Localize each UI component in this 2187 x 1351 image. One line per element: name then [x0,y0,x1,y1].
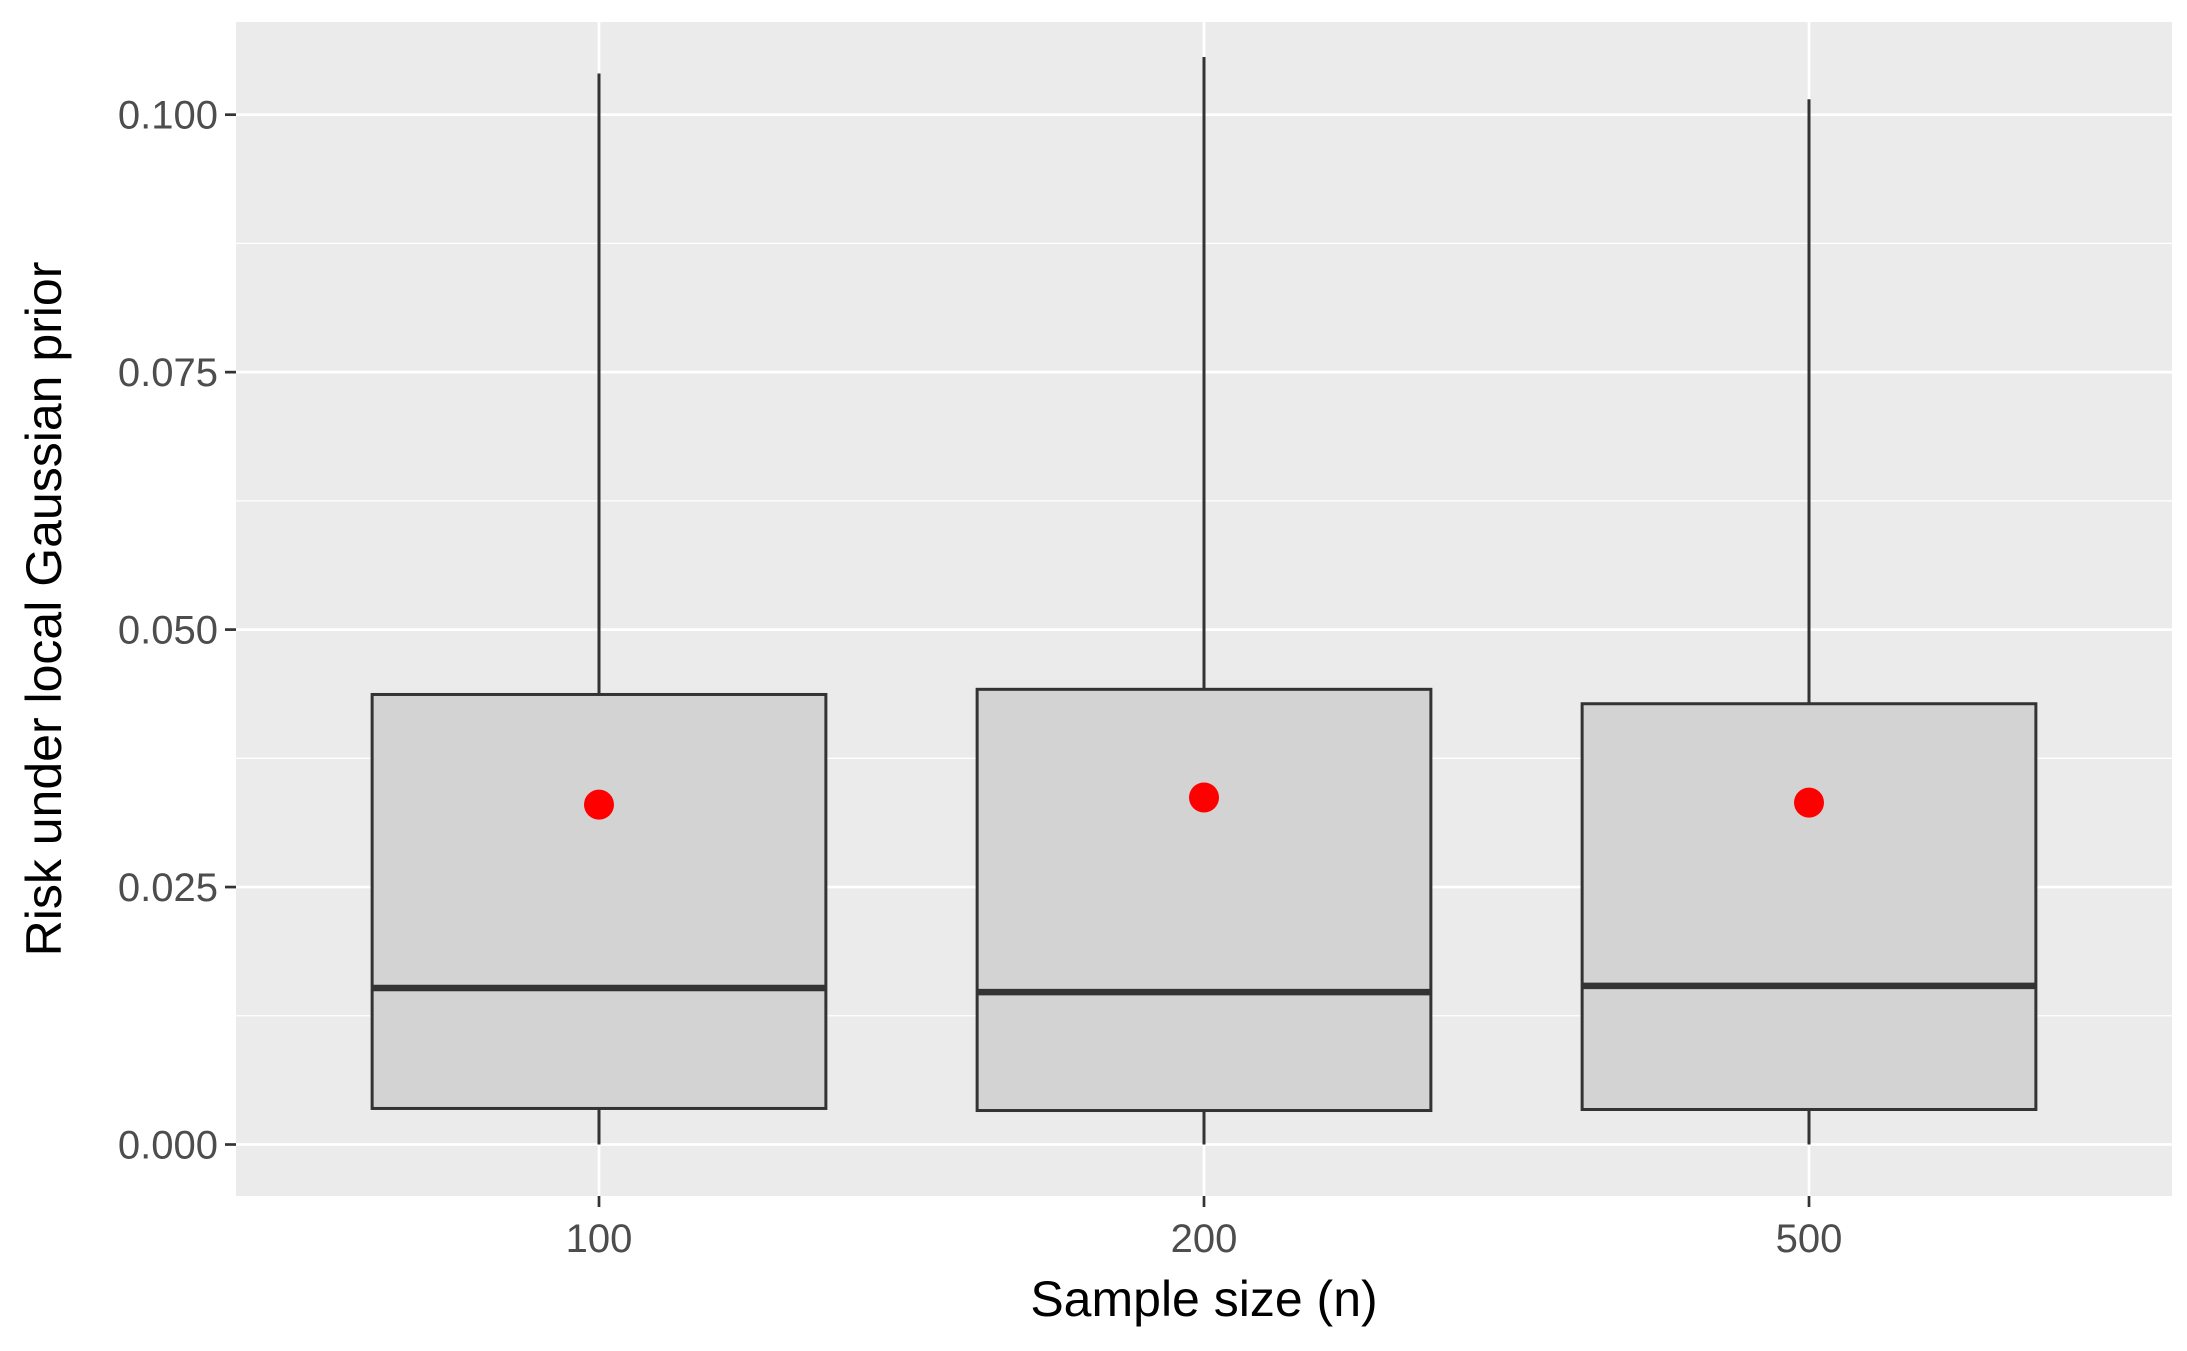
boxplot-100 [370,73,828,1145]
iqr-box [975,687,1433,1113]
x-tick-label: 500 [1776,1217,1843,1261]
x-axis: 100 200 500 [566,1196,1843,1261]
iqr-box [370,692,828,1110]
boxplot-200 [975,57,1433,1145]
mean-point [584,789,614,820]
boxplots [370,57,2038,1145]
y-tick-label: 0.050 [118,609,218,653]
y-tick-label: 0.000 [118,1124,218,1168]
iqr-box [1580,702,2038,1111]
boxplot-500 [1580,99,2038,1145]
x-tick-label: 100 [566,1217,633,1261]
x-tick-label: 200 [1171,1217,1238,1261]
y-axis-title: Risk under local Gaussian prior [16,262,72,957]
y-tick-label: 0.025 [118,866,218,910]
mean-point [1189,782,1219,813]
y-axis: 0.000 0.025 0.050 0.075 0.100 [118,94,236,1168]
y-tick-label: 0.100 [118,94,218,138]
x-axis-title: Sample size (n) [1030,1271,1377,1327]
y-tick-label: 0.075 [118,351,218,395]
mean-point [1794,787,1824,818]
